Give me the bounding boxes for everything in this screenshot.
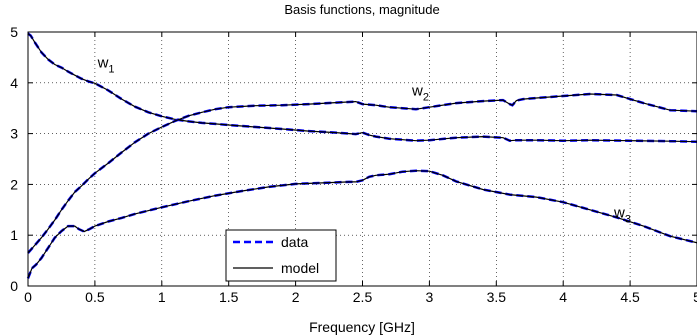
curve-annotations: w1 w2 w3 (97, 55, 631, 226)
series-2-data-line (27, 92, 697, 254)
series-1-data-line (27, 32, 697, 143)
grid-lines (28, 32, 697, 286)
series-2-model-line (27, 93, 697, 254)
x-tick-label: 2.5 (353, 289, 373, 305)
legend: data model (225, 229, 337, 282)
chart-title: Basis functions, magnitude (284, 2, 439, 17)
x-tick-label: 3 (426, 289, 434, 305)
y-tick-label: 3 (10, 126, 18, 142)
curve-label-2: w2 (411, 83, 429, 104)
x-tick-label: 0 (24, 289, 32, 305)
y-tick-label: 5 (10, 24, 18, 40)
x-tick-label: 4.5 (620, 289, 640, 305)
x-tick-label: 2 (292, 289, 300, 305)
x-tick-label: 1 (158, 289, 166, 305)
x-tick-label: 0.5 (85, 289, 105, 305)
curve-label-1: w1 (97, 55, 115, 76)
x-tick-label: 5 (693, 289, 697, 305)
curve-label-3: w3 (613, 204, 631, 225)
series-3-model-line (27, 170, 697, 279)
x-axis-label: Frequency [GHz] (309, 319, 415, 335)
y-tick-label: 4 (10, 75, 18, 91)
plot-frame (27, 31, 697, 287)
legend-data-label: data (281, 234, 308, 250)
y-tick-label: 2 (10, 176, 18, 192)
x-tick-label: 3.5 (487, 289, 507, 305)
axis-ticks: 0 0.5 1 1.5 2 2.5 3 3.5 4 4.5 5 0 1 2 3 4 5 (10, 24, 697, 305)
legend-box (225, 229, 337, 282)
legend-model-label: model (281, 260, 319, 276)
series-1-model-line (27, 33, 697, 143)
y-tick-label: 0 (10, 278, 18, 294)
x-tick-label: 1.5 (219, 289, 239, 305)
series-group (26, 32, 697, 279)
x-tick-label: 4 (559, 289, 567, 305)
y-tick-label: 1 (10, 227, 18, 243)
